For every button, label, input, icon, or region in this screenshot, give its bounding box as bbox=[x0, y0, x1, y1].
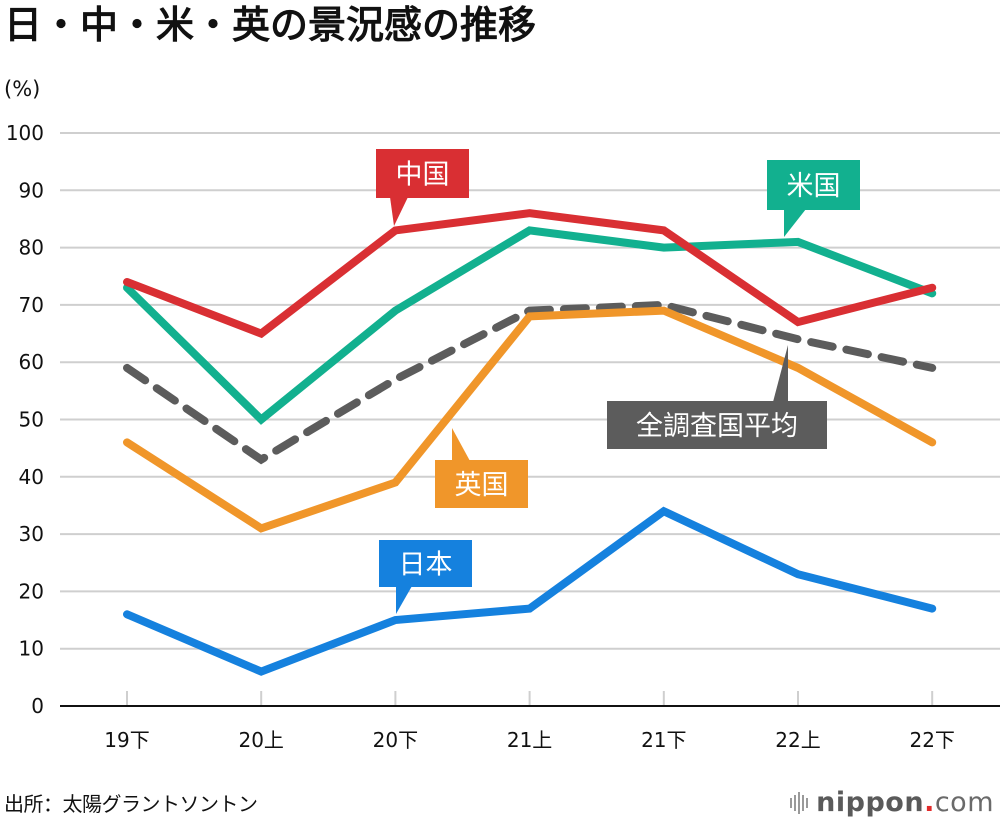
y-tick-label: 50 bbox=[19, 408, 44, 432]
x-tick-label: 22上 bbox=[775, 728, 820, 752]
source-note: 出所：太陽グラントソントン bbox=[4, 792, 258, 816]
x-tick-label: 21下 bbox=[641, 728, 686, 752]
y-tick-label: 40 bbox=[19, 465, 44, 489]
callout-pointer bbox=[396, 586, 412, 614]
x-axis: 19下 20上 20下 21上 21下 22上 22下 bbox=[60, 691, 1000, 752]
y-tick-label: 60 bbox=[19, 350, 44, 374]
nippon-logo[interactable]: nippon.com bbox=[790, 786, 994, 820]
gridlines bbox=[60, 132, 1000, 650]
line-chart: 0 10 20 30 40 50 60 70 80 90 100 19下 20上 20下 21上 21下 22… bbox=[6, 121, 1000, 752]
logo-brand: nippon bbox=[816, 787, 925, 818]
x-tick-label: 20上 bbox=[238, 728, 283, 752]
x-tick-label: 21上 bbox=[507, 728, 552, 752]
y-tick-label: 20 bbox=[19, 579, 44, 603]
callout-box bbox=[607, 401, 827, 449]
y-axis-ticks: 0 10 20 30 40 50 60 70 80 90 100 bbox=[6, 121, 44, 718]
y-tick-label: 10 bbox=[19, 637, 44, 661]
callout-china: 中国 bbox=[376, 149, 469, 226]
chart-title: 日・中・米・英の景況感の推移 bbox=[4, 3, 537, 47]
logo-dot: . bbox=[924, 787, 935, 818]
y-tick-label: 90 bbox=[19, 178, 44, 202]
sound-bars-icon bbox=[790, 792, 809, 814]
callout-box bbox=[379, 540, 472, 587]
logo-wordmark: nippon.com bbox=[816, 786, 994, 820]
series-label-china: 中国 bbox=[396, 160, 450, 191]
y-tick-label: 100 bbox=[6, 121, 44, 145]
callout-box bbox=[376, 149, 469, 198]
y-tick-label: 80 bbox=[19, 236, 44, 260]
callout-pointer bbox=[390, 197, 408, 226]
callout-pointer bbox=[452, 428, 470, 461]
y-axis-unit-label: (%) bbox=[4, 77, 41, 101]
y-tick-label: 70 bbox=[19, 293, 44, 317]
y-tick-label: 0 bbox=[31, 694, 44, 718]
callout-average: 全調査国平均 bbox=[607, 345, 827, 449]
logo-tld: com bbox=[934, 787, 994, 818]
callout-box bbox=[435, 460, 528, 508]
series-label-us: 米国 bbox=[787, 171, 841, 202]
series-lines bbox=[123, 209, 937, 676]
x-tick-label: 20下 bbox=[373, 728, 418, 752]
series-label-japan: 日本 bbox=[399, 550, 453, 581]
x-tick-label: 22下 bbox=[909, 728, 954, 752]
y-tick-label: 30 bbox=[19, 522, 44, 546]
callout-box bbox=[767, 160, 860, 210]
callout-japan: 日本 bbox=[379, 540, 472, 614]
callout-pointer bbox=[784, 209, 806, 237]
callout-pointer bbox=[773, 345, 788, 402]
x-tick-label: 19下 bbox=[104, 728, 149, 752]
callout-us: 米国 bbox=[767, 160, 860, 237]
series-label-average: 全調査国平均 bbox=[636, 411, 798, 442]
callout-uk: 英国 bbox=[435, 428, 528, 508]
series-label-uk: 英国 bbox=[455, 470, 509, 501]
